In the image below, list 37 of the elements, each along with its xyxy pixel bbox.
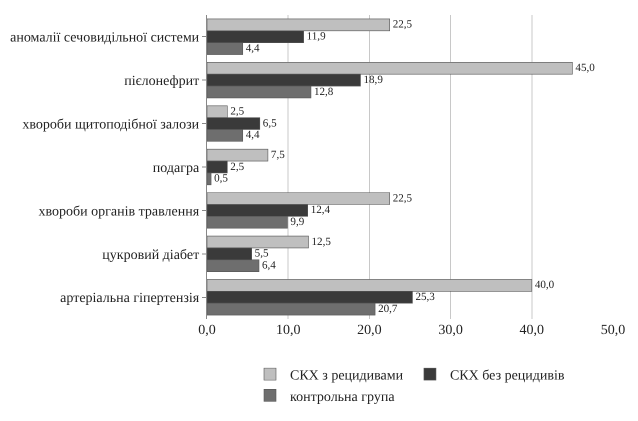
legend-label: контрольна група xyxy=(290,390,396,405)
data-label: 18,9 xyxy=(363,74,384,86)
data-label: 7,5 xyxy=(270,148,286,161)
y-tick-label: пієлонефрит xyxy=(124,74,200,90)
data-label: 5,5 xyxy=(254,248,269,260)
x-tick-label: 20,0 xyxy=(357,323,382,338)
data-label: 2,5 xyxy=(230,105,245,118)
data-label: 12,5 xyxy=(312,236,332,248)
legend-label: СКХ з рецидивами xyxy=(290,368,404,384)
data-label: 0,5 xyxy=(214,172,228,185)
data-label: 4,4 xyxy=(246,129,260,142)
data-label: 2,5 xyxy=(230,160,245,173)
data-label: 9,9 xyxy=(290,216,305,228)
x-tick-label: 10,0 xyxy=(276,323,300,338)
x-tick-label: 0,0 xyxy=(198,323,216,338)
data-label: 12,4 xyxy=(310,204,331,216)
y-tick-label: цукровий діабет xyxy=(102,248,200,263)
data-label: 22,5 xyxy=(392,18,413,31)
data-label: 40,0 xyxy=(534,279,555,292)
y-tick-label: подагра xyxy=(152,160,200,176)
data-label: 45,0 xyxy=(575,62,596,74)
data-label: 11,9 xyxy=(306,30,326,42)
data-label: 4,4 xyxy=(246,42,260,54)
x-tick-label: 30,0 xyxy=(438,323,463,338)
y-tick-label: аномалії сечовидільної системи xyxy=(10,30,200,46)
x-tick-label: 50,0 xyxy=(600,323,626,338)
data-label: 12,8 xyxy=(314,86,334,98)
y-tick-label: хвороби органів травлення xyxy=(38,204,200,220)
data-label: 20,7 xyxy=(378,302,398,315)
data-label: 6,4 xyxy=(262,259,276,272)
x-tick-label: 40,0 xyxy=(520,323,544,338)
y-tick-label: хвороби щитоподібної залози xyxy=(22,117,200,132)
data-label: 25,3 xyxy=(415,291,436,304)
legend-label: СКХ без рецидивів xyxy=(450,368,565,384)
y-tick-label: артеріальна гіпертензія xyxy=(60,291,200,306)
data-label: 22,5 xyxy=(392,192,413,204)
data-label: 6,5 xyxy=(262,117,278,130)
